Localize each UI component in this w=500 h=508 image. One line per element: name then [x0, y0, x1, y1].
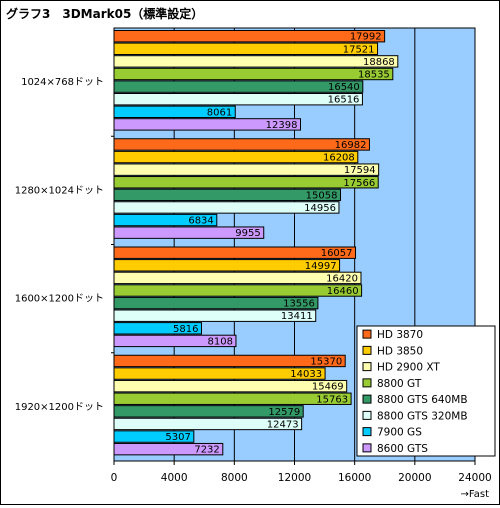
data-label: 16057 — [321, 248, 353, 259]
bar — [113, 30, 386, 43]
bar — [113, 93, 363, 106]
data-label: 16460 — [327, 286, 359, 297]
category-label: 1280×1024ドット — [15, 185, 104, 196]
bar — [113, 246, 357, 259]
legend-swatch — [362, 329, 372, 339]
data-label: 14997 — [305, 261, 337, 272]
data-label: 18868 — [363, 57, 395, 68]
data-label: 18535 — [358, 70, 390, 81]
legend-label: 8800 GTS 320MB — [377, 410, 468, 422]
data-label: 16540 — [328, 82, 360, 93]
data-label: 7232 — [194, 445, 219, 456]
bar — [113, 405, 304, 418]
bar — [113, 392, 352, 405]
data-label: 9955 — [235, 228, 260, 239]
data-label: 14033 — [290, 369, 322, 380]
bar — [113, 118, 301, 131]
x-tick-label: 12000 — [278, 472, 311, 484]
x-axis-label: →Fast — [461, 489, 490, 500]
data-label: 17566 — [343, 178, 375, 189]
bar — [113, 417, 303, 431]
data-label: 6834 — [188, 216, 213, 227]
bar — [113, 354, 346, 368]
bar — [113, 42, 379, 55]
bar — [113, 271, 362, 285]
legend-label: 8800 GTS 640MB — [377, 394, 468, 406]
data-label: 12398 — [266, 120, 298, 131]
bar — [113, 334, 237, 348]
bar — [113, 188, 341, 202]
bar — [113, 226, 265, 239]
legend-label: HD 3870 — [377, 329, 423, 341]
category-label: 1920×1200ドット — [15, 402, 104, 413]
data-label: 5816 — [173, 324, 198, 335]
legend-swatch — [362, 427, 372, 437]
legend-label: 8800 GT — [377, 378, 422, 390]
bar — [113, 430, 195, 443]
legend-swatch — [362, 378, 372, 388]
x-tick-label: 24000 — [458, 472, 491, 484]
data-label: 17521 — [343, 44, 375, 55]
legend-swatch — [362, 410, 372, 420]
chart-title: グラフ3 3DMark05（標準設定） — [6, 7, 204, 21]
x-tick-label: 20000 — [398, 472, 431, 484]
data-label: 16982 — [335, 140, 367, 151]
data-label: 14956 — [304, 203, 336, 214]
legend-label: 7900 GS — [377, 427, 422, 439]
bar — [113, 80, 364, 93]
bar — [113, 284, 363, 297]
bar — [113, 296, 319, 310]
bar — [113, 322, 202, 335]
data-label: 12579 — [268, 407, 300, 418]
data-label: 15058 — [306, 190, 338, 201]
legend-swatch — [362, 394, 372, 404]
bar — [113, 138, 370, 151]
data-label: 5307 — [165, 432, 190, 443]
bar — [113, 176, 379, 189]
bar — [113, 379, 348, 393]
bar — [113, 150, 359, 164]
x-tick-label: 8000 — [221, 472, 248, 484]
legend-swatch — [362, 362, 372, 372]
x-tick-label: 4000 — [161, 472, 188, 484]
category-label: 1024×768ドット — [21, 77, 104, 88]
legend-label: 8600 GTS — [377, 443, 428, 455]
legend-label: HD 3850 — [377, 345, 423, 357]
bar — [113, 201, 340, 214]
legend-label: HD 2900 XT — [377, 362, 440, 374]
data-label: 13411 — [281, 311, 313, 322]
data-label: 17594 — [344, 165, 376, 176]
bar — [113, 163, 380, 176]
legend-box — [356, 325, 496, 457]
data-label: 16208 — [323, 153, 355, 164]
bar — [113, 259, 341, 272]
bar — [113, 213, 218, 227]
category-label: 1600×1200ドット — [15, 294, 104, 305]
data-label: 8061 — [207, 107, 232, 118]
data-label: 15763 — [316, 394, 348, 405]
data-label: 8108 — [208, 336, 233, 347]
bar — [113, 367, 326, 380]
bar — [113, 309, 317, 322]
x-tick-label: 0 — [111, 472, 118, 484]
data-label: 13556 — [283, 299, 315, 310]
data-label: 15469 — [312, 382, 344, 393]
bar — [113, 55, 399, 68]
data-label: 15370 — [310, 356, 342, 367]
bar — [113, 67, 394, 81]
bar — [113, 442, 224, 456]
data-label: 16516 — [328, 95, 360, 106]
legend-swatch — [362, 443, 372, 453]
legend-swatch — [362, 345, 372, 355]
data-label: 12473 — [267, 419, 299, 430]
x-tick-label: 16000 — [338, 472, 371, 484]
data-label: 17992 — [350, 32, 382, 43]
bar — [113, 105, 236, 118]
data-label: 16420 — [326, 273, 358, 284]
